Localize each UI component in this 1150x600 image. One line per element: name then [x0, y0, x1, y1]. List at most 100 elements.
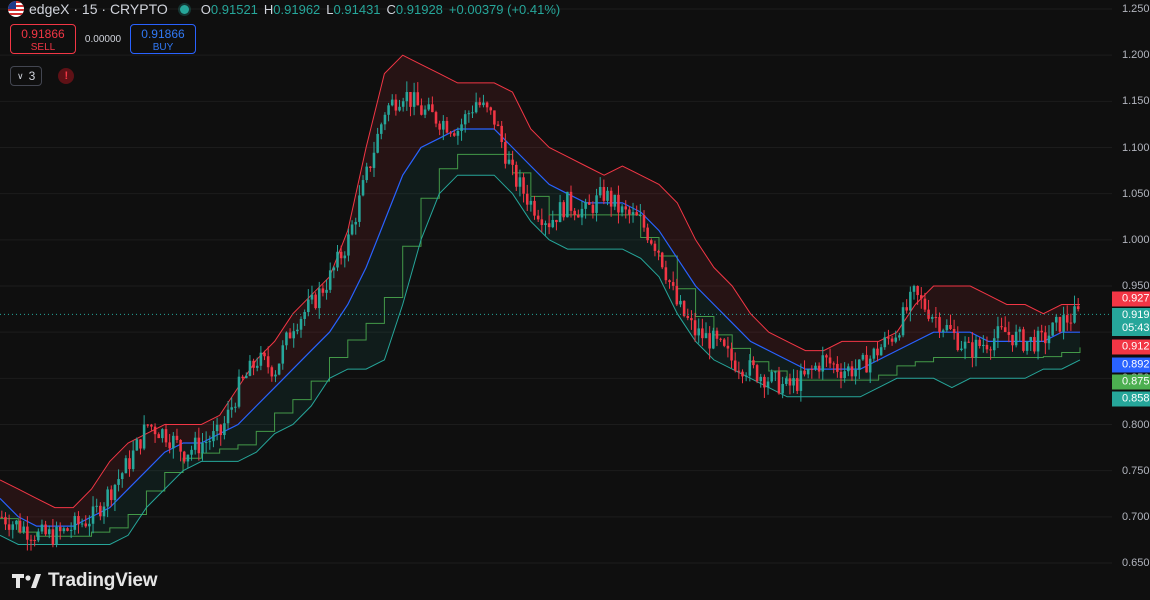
candle-body: [595, 195, 598, 213]
candle-body: [1003, 327, 1007, 332]
tradingview-logo[interactable]: TradingView: [12, 570, 158, 592]
candle-body: [898, 335, 901, 338]
candle-body: [485, 102, 489, 108]
candle-body: [438, 123, 441, 130]
candle-body: [660, 252, 664, 268]
candle-body: [325, 289, 328, 293]
candle-body: [336, 251, 339, 268]
candle-body: [431, 104, 434, 113]
candle-body: [124, 458, 128, 474]
candle-body: [879, 347, 883, 356]
candle-body: [675, 285, 679, 305]
candle-body: [912, 286, 916, 292]
price-axis-label: 1.200: [1122, 49, 1150, 62]
candle-body: [781, 383, 784, 394]
candle-body: [628, 209, 631, 215]
bar-countdown: 05:43: [1122, 322, 1150, 334]
candle-body: [752, 360, 755, 366]
candle-body: [923, 298, 927, 310]
candle-body: [650, 240, 653, 244]
candle-body: [876, 348, 879, 356]
candle-body: [620, 206, 624, 213]
candle-body: [62, 528, 66, 532]
candle-body: [445, 120, 449, 133]
candle-body: [708, 333, 711, 349]
candle-body: [847, 366, 850, 372]
candle-body: [861, 354, 865, 360]
buy-price: 0.91866: [141, 27, 185, 41]
spread-value: 0.00000: [84, 33, 122, 45]
candle-body: [365, 166, 368, 181]
candle-body: [482, 102, 485, 106]
candle-body: [285, 332, 288, 346]
indicators-toggle-button[interactable]: ∨ 3: [10, 66, 43, 86]
candle-body: [657, 250, 660, 253]
candle-body: [73, 515, 77, 530]
candle-body: [613, 194, 617, 207]
candle-body: [11, 524, 15, 530]
candle-body: [135, 439, 139, 451]
candle-body: [562, 202, 565, 218]
candle-body: [427, 104, 430, 110]
candle-body: [989, 349, 992, 351]
candle-body: [686, 315, 690, 319]
candle-body: [868, 358, 872, 373]
candle-body: [992, 338, 996, 351]
candle-body: [795, 378, 799, 391]
alert-icon[interactable]: !: [58, 68, 75, 84]
price-change: +0.00379 (+0.41%): [448, 1, 561, 17]
candle-body: [587, 202, 591, 205]
candle-body: [113, 484, 117, 501]
candle-body: [609, 190, 613, 207]
candle-body: [252, 360, 255, 368]
candle-body: [7, 524, 11, 530]
price-axis-label: 0.650: [1122, 557, 1150, 569]
price-axis[interactable]: 1.2501.2001.1501.1001.0501.0000.9500.900…: [1112, 0, 1150, 600]
chart-area[interactable]: [0, 0, 1112, 600]
candle-body: [190, 449, 193, 455]
candle-body: [1007, 331, 1011, 335]
candle-body: [449, 132, 452, 134]
sell-button[interactable]: 0.91866 SELL: [10, 24, 76, 54]
indicators-count: 3: [28, 69, 36, 83]
candle-body: [248, 360, 252, 376]
price-axis-label: 1.100: [1122, 141, 1150, 154]
candle-body: [110, 489, 113, 501]
candle-body: [299, 318, 303, 330]
candle-body: [18, 520, 22, 532]
candle-body: [380, 124, 383, 134]
candle-body: [785, 378, 788, 384]
candle-body: [204, 442, 208, 444]
candle-body: [1029, 337, 1033, 342]
buy-button[interactable]: 0.91866 BUY: [130, 24, 196, 54]
candle-body: [474, 102, 478, 113]
candle-body: [307, 299, 310, 313]
candle-body: [737, 370, 741, 372]
candle-body: [814, 365, 817, 370]
price-axis-label: 1.250: [1122, 3, 1150, 15]
symbol-title[interactable]: edgeX · 15 · CRYPTO: [29, 1, 168, 17]
candle-body: [288, 332, 292, 339]
candle-body: [55, 526, 58, 545]
candle-body: [985, 344, 989, 350]
candle-body: [843, 371, 846, 378]
candle-body: [730, 348, 733, 361]
candle-body: [978, 339, 981, 347]
candle-body: [555, 219, 558, 223]
candle-body: [1062, 315, 1065, 332]
candle-body: [40, 524, 44, 532]
candle-body: [690, 318, 693, 321]
price-tag-value: 0.912: [1122, 340, 1150, 353]
candle-body: [1047, 335, 1051, 344]
ohlc-low-key: L: [326, 1, 334, 17]
candle-body: [212, 431, 215, 442]
candle-body: [909, 291, 912, 311]
candle-body: [642, 214, 646, 228]
candle-body: [372, 152, 376, 168]
candle-body: [84, 523, 88, 527]
candle-body: [15, 520, 18, 525]
candle-body: [423, 109, 427, 115]
price-tag-value: 0.858: [1122, 392, 1150, 405]
price-chart[interactable]: [0, 0, 1112, 600]
market-status-icon: [179, 4, 189, 14]
